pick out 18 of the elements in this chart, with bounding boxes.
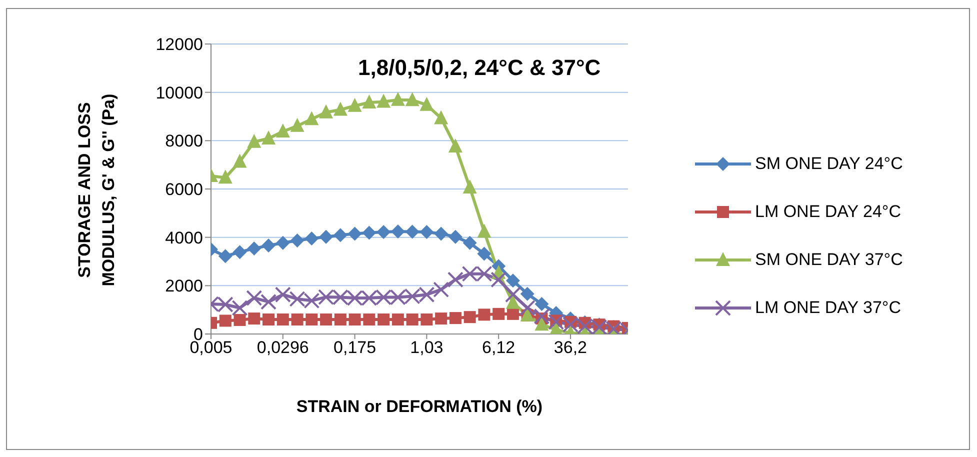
y-tick-label: 8000	[165, 132, 203, 151]
x-tick-label: 6,12	[482, 338, 516, 358]
legend-label: LM ONE DAY 37°C	[755, 298, 901, 318]
text: 1,8/0,5/0,2, 24°C & 37°C	[358, 55, 601, 81]
y-tick-label: 12000	[156, 35, 203, 54]
legend-label: SM ONE DAY 37°C	[755, 250, 903, 270]
x-tick-label: 0,0296	[256, 338, 309, 358]
y-axis-title: STORAGE AND LOSS MODULUS, G' & G'' (Pa)	[74, 92, 119, 288]
x-tick-label: 36,2	[554, 338, 588, 358]
y-tick-label: 6000	[165, 180, 203, 200]
x-tick-label: 0,175	[334, 338, 376, 358]
y-tick-label: 2000	[165, 276, 203, 296]
x-axis-title: STRAIN or DEFORMATION (%)	[295, 397, 544, 417]
y-tick-label: 10000	[156, 83, 203, 102]
legend-label: LM ONE DAY 24°C	[755, 202, 901, 222]
y-tick-label: 4000	[165, 228, 203, 248]
legend-label: SM ONE DAY 24°C	[755, 154, 903, 174]
x-tick-label: 1,03	[410, 338, 444, 358]
